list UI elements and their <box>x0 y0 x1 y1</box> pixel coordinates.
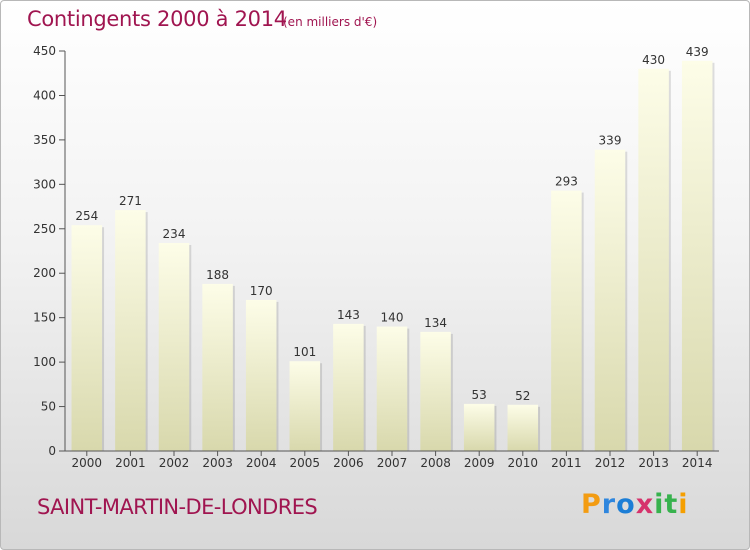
y-tick-label-400: 400 <box>33 88 56 102</box>
value-label-2006: 143 <box>337 308 360 322</box>
x-tick-label-2010: 2010 <box>508 456 539 470</box>
value-label-2000: 254 <box>75 209 98 223</box>
bar-2010 <box>507 404 539 451</box>
logo-letter: i <box>678 489 689 520</box>
bar-2006 <box>333 323 364 451</box>
chart-subtitle: (en milliers d'€) <box>283 15 378 29</box>
chart-title: Contingents 2000 à 2014 <box>27 7 287 31</box>
commune-name: SAINT-MARTIN-DE-LONDRES <box>37 495 318 519</box>
y-tick-label-50: 50 <box>41 400 56 414</box>
value-label-2004: 170 <box>250 284 273 298</box>
bar-2014 <box>681 60 713 452</box>
bar-2005 <box>289 361 321 451</box>
y-tick-label-450: 450 <box>33 44 56 58</box>
x-tick-label-2000: 2000 <box>72 456 103 470</box>
x-tick-label-2007: 2007 <box>377 456 408 470</box>
logo-letter: t <box>664 489 679 520</box>
x-tick-label-2009: 2009 <box>464 456 495 470</box>
value-label-2011: 293 <box>555 175 578 189</box>
bar-2013 <box>638 68 669 452</box>
x-tick-label-2012: 2012 <box>595 456 626 470</box>
value-label-2010: 52 <box>515 389 530 403</box>
bar-2012 <box>594 149 626 451</box>
logo-letter: x <box>635 489 655 520</box>
x-tick-label-2014: 2014 <box>682 456 713 470</box>
logo-letter: P <box>581 489 602 520</box>
y-tick-label-100: 100 <box>33 355 56 369</box>
value-label-2001: 271 <box>119 194 142 208</box>
bar-2007 <box>376 326 408 451</box>
proxiti-logo: Proxiti <box>581 489 689 520</box>
value-label-2007: 140 <box>381 311 404 325</box>
logo-letter: r <box>601 489 617 520</box>
x-tick-label-2005: 2005 <box>290 456 321 470</box>
value-label-2013: 430 <box>642 53 665 67</box>
x-tick-label-2003: 2003 <box>202 456 233 470</box>
bar-2011 <box>551 190 582 452</box>
x-tick-label-2004: 2004 <box>246 456 277 470</box>
value-label-2002: 234 <box>163 227 186 241</box>
value-label-2009: 53 <box>472 388 487 402</box>
bar-2008 <box>420 331 451 451</box>
y-tick-label-350: 350 <box>33 133 56 147</box>
bar-2002 <box>158 243 190 451</box>
y-tick-label-250: 250 <box>33 222 56 236</box>
x-tick-label-2001: 2001 <box>115 456 146 470</box>
value-label-2012: 339 <box>599 134 622 148</box>
y-tick-label-300: 300 <box>33 177 56 191</box>
x-tick-label-2013: 2013 <box>638 456 669 470</box>
y-tick-label-0: 0 <box>48 444 56 458</box>
bar-2000 <box>71 225 103 451</box>
value-label-2014: 439 <box>686 45 709 59</box>
bar-2001 <box>115 210 146 451</box>
value-label-2003: 188 <box>206 268 229 282</box>
bar-2009 <box>463 403 495 451</box>
x-tick-label-2011: 2011 <box>551 456 582 470</box>
y-tick-label-150: 150 <box>33 311 56 325</box>
value-label-2005: 101 <box>293 345 316 359</box>
axis-layer: 2000 2001 2002 2003 2004 2005 2006 2007 2008 2009… <box>33 44 719 470</box>
logo-letter: i <box>654 489 665 520</box>
value-label-2008: 134 <box>424 316 447 330</box>
y-tick-label-200: 200 <box>33 266 56 280</box>
bar-2004 <box>245 299 277 451</box>
x-tick-label-2008: 2008 <box>420 456 451 470</box>
logo-letter: o <box>616 489 636 520</box>
bar-2003 <box>202 283 233 451</box>
x-tick-label-2006: 2006 <box>333 456 364 470</box>
bars-layer: 254 271 234 188 170 101 143 140 134 53 52 293 339 430… <box>71 45 715 452</box>
x-tick-label-2002: 2002 <box>159 456 190 470</box>
